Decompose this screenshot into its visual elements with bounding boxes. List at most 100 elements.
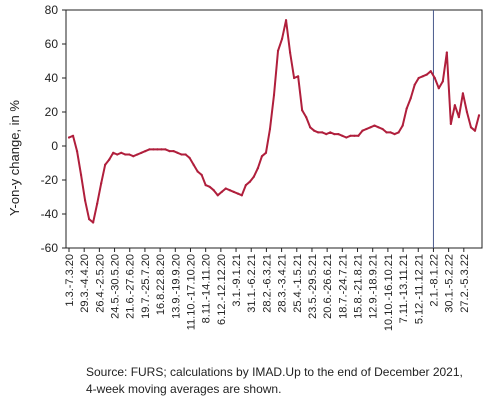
- x-tick-label: 25.4.-1.5.21: [292, 254, 304, 313]
- data-point: [160, 148, 163, 151]
- data-point: [92, 221, 95, 224]
- data-point: [333, 133, 336, 136]
- x-tick-label: 8.11.-14.11.20: [201, 254, 213, 323]
- data-point: [413, 83, 416, 86]
- data-point: [152, 148, 155, 151]
- source-note: Source: FURS; calculations by IMAD.Up to…: [86, 365, 463, 396]
- y-tick-label: 80: [45, 3, 59, 17]
- data-point: [288, 51, 292, 54]
- data-point: [309, 126, 312, 129]
- data-point: [337, 133, 340, 136]
- y-tick-label: 20: [45, 105, 59, 119]
- data-point: [96, 202, 99, 205]
- data-point: [357, 134, 360, 137]
- data-point: [469, 126, 473, 129]
- data-point: [232, 190, 235, 193]
- y-axis: -60 -40 -20 0 20 40 60 80: [41, 3, 66, 255]
- x-tick-label: 19.7.-25.7.20: [140, 254, 152, 319]
- x-tick-label: 27.2.-5.3.22: [459, 254, 471, 313]
- x-axis: 1.3.-7.3.20 29.3.-4.4.20 26.4.-2.5.20 24.5.…: [64, 248, 471, 331]
- data-point: [264, 151, 268, 154]
- data-point: [196, 170, 199, 173]
- data-point: [192, 163, 195, 166]
- data-point: [112, 151, 115, 154]
- x-tick-label: 20.6.-26.6.21: [322, 254, 334, 319]
- y-tick-label: -40: [41, 207, 59, 221]
- data-point: [268, 127, 272, 131]
- x-tick-label: 23.5.-29.5.21: [307, 254, 319, 319]
- data-point: [208, 185, 211, 188]
- data-point: [176, 151, 179, 154]
- data-point: [465, 110, 469, 114]
- data-point: [168, 150, 171, 153]
- data-point: [449, 122, 452, 125]
- data-point: [361, 129, 364, 132]
- data-point: [136, 153, 139, 156]
- data-point: [276, 49, 280, 52]
- data-point: [433, 76, 436, 80]
- data-point: [284, 19, 288, 22]
- data-point: [164, 148, 167, 151]
- data-point: [212, 189, 215, 192]
- x-tick-label: 13.9.-19.9.20: [170, 254, 182, 319]
- data-point: [240, 194, 243, 197]
- data-point: [83, 199, 87, 202]
- data-point: [236, 192, 239, 195]
- x-tick-label: 5.12.-11.12.21: [413, 254, 425, 324]
- data-point: [216, 194, 219, 197]
- data-point: [244, 184, 247, 187]
- data-point: [425, 73, 428, 76]
- data-point: [305, 116, 308, 119]
- data-point: [317, 131, 320, 134]
- data-point: [280, 37, 284, 41]
- data-point: [180, 153, 183, 156]
- data-point: [365, 127, 368, 131]
- y-tick-label: -20: [41, 173, 59, 187]
- data-point: [473, 129, 477, 132]
- data-point: [71, 134, 75, 137]
- data-point: [116, 153, 119, 156]
- data-point: [321, 131, 324, 134]
- data-point: [156, 148, 159, 151]
- plot-frame: [65, 9, 483, 249]
- data-point: [453, 104, 456, 107]
- y-tick-label: -60: [41, 241, 59, 255]
- data-point: [132, 155, 135, 158]
- data-point: [457, 116, 460, 119]
- data-point: [381, 127, 384, 131]
- data-point: [172, 150, 175, 153]
- data-point: [204, 184, 207, 187]
- data-point: [188, 156, 191, 159]
- x-tick-label: 21.6.-27.6.20: [125, 254, 137, 319]
- data-point: [401, 124, 404, 127]
- data-point: [272, 93, 276, 97]
- data-point: [429, 70, 432, 73]
- data-point: [349, 134, 352, 137]
- x-tick-label: 10.10.-16.10.21: [383, 254, 395, 331]
- data-point: [184, 153, 187, 156]
- data-point: [108, 158, 111, 161]
- x-tick-label: 28.3.-3.4.21: [277, 254, 289, 313]
- data-point: [477, 114, 481, 117]
- data-point: [228, 189, 231, 192]
- x-tick-label: 31.1.-6.2.21: [246, 254, 258, 313]
- data-point: [393, 133, 396, 136]
- data-point: [248, 180, 251, 183]
- x-tick-label: 2.1.-8.1.22: [428, 254, 440, 307]
- data-point: [421, 75, 424, 78]
- data-point: [220, 190, 223, 193]
- data-point: [88, 218, 91, 221]
- x-tick-label: 28.2.-6.3.21: [261, 254, 273, 313]
- x-tick-label: 26.4.-2.5.20: [94, 254, 106, 313]
- x-tick-label: 30.1.-5.2.22: [444, 254, 456, 313]
- data-point: [293, 76, 296, 80]
- data-point: [128, 153, 131, 156]
- series-line: [68, 19, 480, 224]
- data-point: [256, 167, 260, 170]
- y-tick-label: 0: [51, 139, 58, 153]
- data-point: [301, 109, 304, 112]
- data-point: [445, 51, 448, 54]
- data-point: [297, 75, 300, 78]
- data-point: [377, 126, 380, 129]
